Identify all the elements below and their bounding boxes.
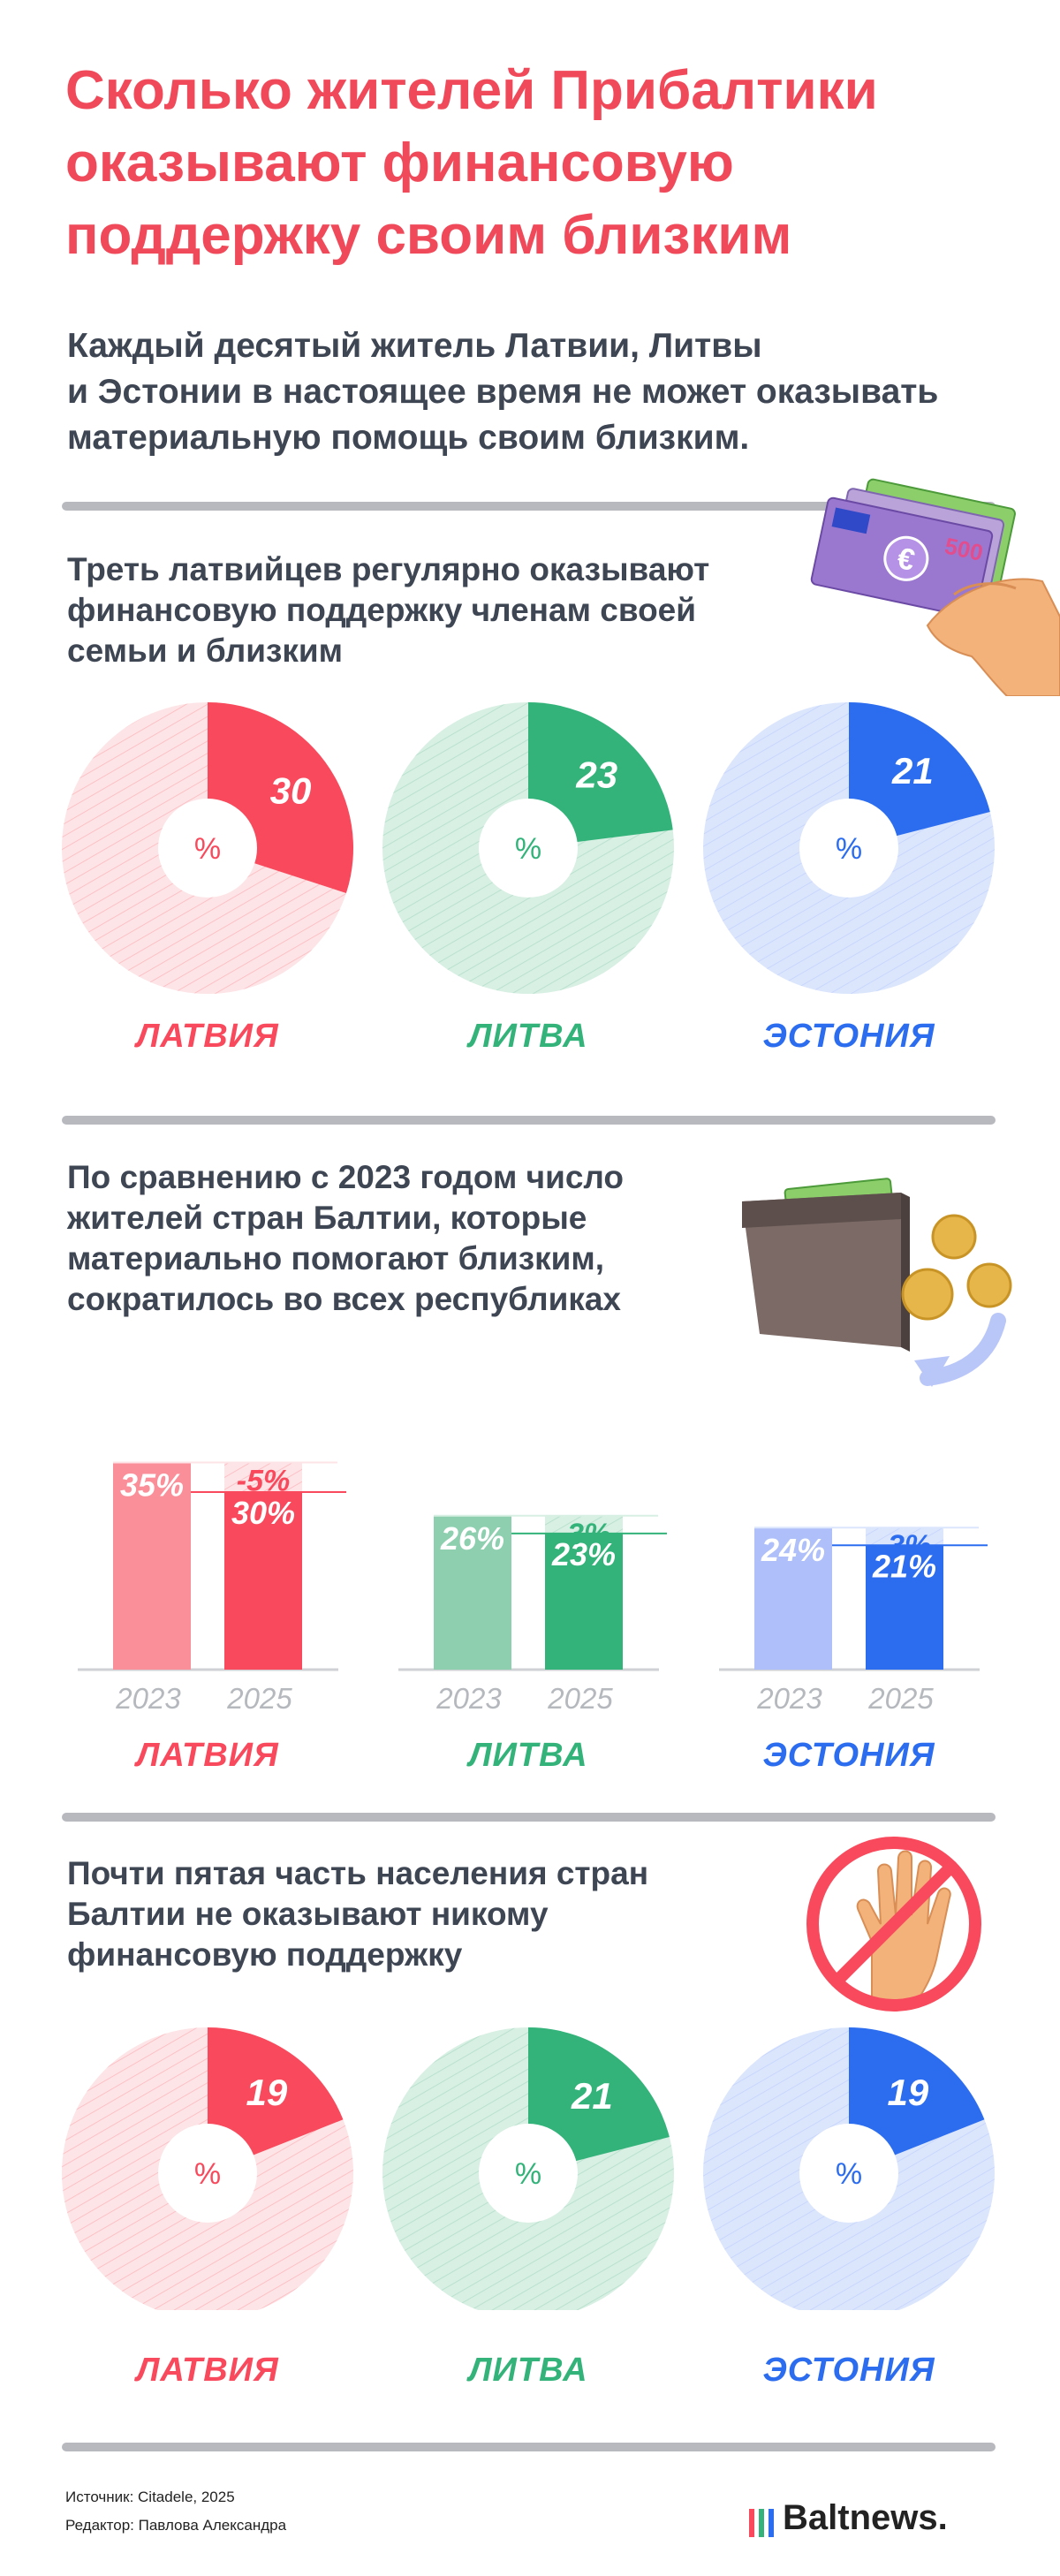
country-label-estonia: ЭСТОНИЯ [762, 1737, 935, 1774]
pie-value-label: 19 [887, 2072, 928, 2113]
bar-2023-latvia [113, 1462, 191, 1670]
bar-decline-latvia [224, 1462, 302, 1492]
stop-hand-icon [806, 1837, 981, 2012]
year-label: 2023 [436, 1682, 502, 1715]
pie-charts-1: 30% 23% 21% [62, 702, 995, 994]
lead-text: Каждый десятый житель Латвии, Литвы и Эс… [67, 327, 939, 457]
pie-slice-estonia [849, 702, 990, 848]
country-label-lithuania: ЛИТВА [468, 2352, 588, 2389]
section2-title: По сравнению с 2023 годом число жителей … [67, 1159, 625, 1317]
percent-symbol: % [194, 2157, 221, 2191]
year-label: 2023 [757, 1682, 822, 1715]
bar-value-2025: 21% [872, 1548, 936, 1584]
bar-change-label: -3% [878, 1529, 931, 1563]
pie-slice-lithuania [528, 702, 673, 848]
bar-decline-lithuania [545, 1515, 623, 1534]
country-label-latvia: ЛАТВИЯ [136, 1018, 279, 1055]
country-label-latvia: ЛАТВИЯ [136, 2352, 279, 2389]
bar-decline-estonia [866, 1527, 943, 1546]
source-note: Источник: Citadele, 2025 [65, 2489, 235, 2505]
year-label: 2025 [227, 1682, 292, 1715]
euro-banknotes-icon: € 500 [810, 478, 1060, 696]
bar-2025-latvia [224, 1492, 302, 1670]
year-label: 2025 [548, 1682, 613, 1715]
pie-charts-2: 19% 21% 19% [62, 2027, 995, 2310]
bar-change-label: -3% [557, 1518, 610, 1551]
pie-hole [799, 2124, 898, 2223]
bar-value-2023: 35% [120, 1467, 184, 1504]
divider [62, 2443, 996, 2451]
bar-2023-lithuania [434, 1515, 511, 1670]
bar-value-2025: 23% [551, 1536, 616, 1572]
country-label-latvia: ЛАТВИЯ [136, 1737, 279, 1774]
pie-value-label: 21 [891, 750, 934, 792]
pie-value-label: 23 [575, 754, 617, 795]
bar-value-2025: 30% [231, 1495, 295, 1531]
bar-2025-lithuania [545, 1533, 623, 1670]
pie-hole [158, 799, 257, 898]
percent-symbol: % [836, 2157, 862, 2191]
section3-title: Почти пятая часть населения стран Балтии… [67, 1855, 649, 1973]
country-label-lithuania: ЛИТВА [468, 1737, 588, 1774]
bar-value-2023: 26% [440, 1520, 504, 1557]
divider [62, 1116, 996, 1125]
pie-value-label: 19 [246, 2072, 287, 2113]
pie-hole [158, 2124, 257, 2223]
pie-slice-latvia [208, 2027, 344, 2173]
percent-symbol: % [836, 832, 862, 866]
wallet-coins-icon [742, 1178, 1012, 1387]
editor-note: Редактор: Павлова Александра [65, 2517, 287, 2534]
year-label: 2025 [868, 1682, 934, 1715]
pie-value-label: 21 [571, 2075, 613, 2117]
pie-hole [479, 799, 578, 898]
section1-title: Треть латвийцев регулярно оказывают фина… [67, 551, 710, 669]
pie-value-label: 30 [270, 769, 312, 811]
page-title: Сколько жителей Прибалтики оказывают фин… [65, 60, 878, 266]
country-label-lithuania: ЛИТВА [468, 1018, 588, 1055]
divider [62, 502, 996, 511]
country-label-estonia: ЭСТОНИЯ [762, 2352, 935, 2389]
bar-chart: 35%30%-5%26% 23%-3% 24% 21%-3% [78, 1461, 988, 1671]
bar-2025-estonia [866, 1545, 943, 1670]
bar-2023-estonia [754, 1527, 832, 1670]
country-label-estonia: ЭСТОНИЯ [762, 1018, 935, 1055]
pie-slice-estonia [849, 2027, 985, 2173]
percent-symbol: % [515, 832, 541, 866]
pie-slice-lithuania [528, 2027, 670, 2173]
percent-symbol: % [194, 832, 221, 866]
bar-value-2023: 24% [761, 1532, 825, 1568]
pie-hole [799, 799, 898, 898]
baltnews-logo-icon [749, 2509, 774, 2537]
divider [62, 1813, 996, 1822]
percent-symbol: % [515, 2157, 541, 2191]
pie-hole [479, 2124, 578, 2223]
year-label: 2023 [116, 1682, 181, 1715]
bar-change-label: -5% [237, 1465, 290, 1498]
baltnews-logo[interactable]: Baltnews. [783, 2498, 948, 2537]
